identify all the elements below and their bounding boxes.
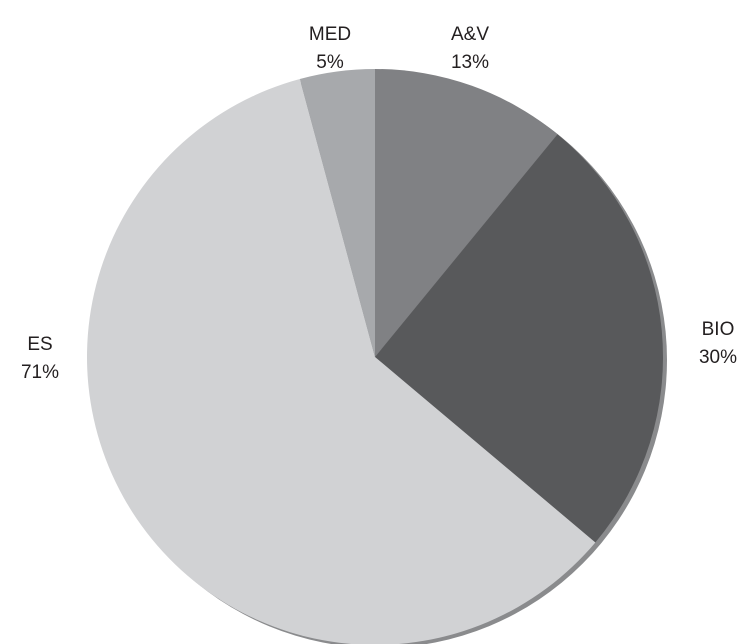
pie-slice <box>375 69 558 357</box>
slice-value-label: 13% <box>451 52 489 73</box>
slice-value-label: 71% <box>21 362 59 383</box>
pie-slice <box>299 69 375 357</box>
slice-label: A&V <box>451 24 489 45</box>
slice-label: ES <box>27 334 52 355</box>
slice-value-label: 5% <box>316 52 344 73</box>
pie-slice <box>375 134 664 543</box>
pie-slice <box>87 78 596 644</box>
slice-value-label: 30% <box>699 347 737 368</box>
slice-label: BIO <box>702 319 735 340</box>
slice-label: MED <box>309 24 351 45</box>
